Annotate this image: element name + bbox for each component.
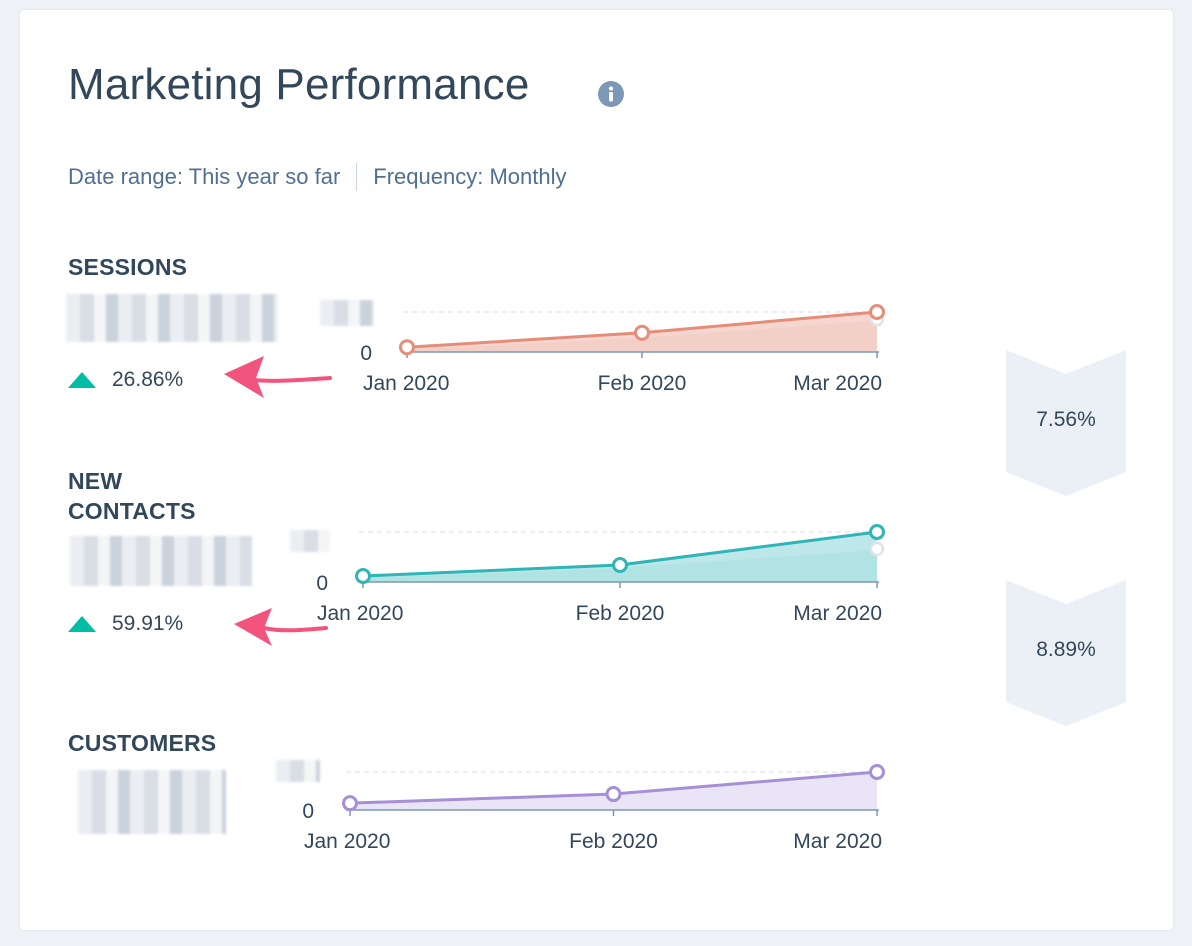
customers-data-point (342, 795, 358, 812)
new-contacts-series-area (363, 532, 877, 582)
customers-y-tick-label: 0 (302, 800, 314, 823)
new-contacts-x-tick-label: Jan 2020 (317, 602, 403, 625)
sessions-change-value: 26.86% (112, 368, 184, 391)
sessions-data-point (634, 324, 650, 341)
customers-x-tick-label: Mar 2020 (793, 830, 882, 853)
sessions-to-contacts-conversion: 7.56% (1006, 350, 1126, 496)
conversion-rate-value: 7.56% (1036, 408, 1096, 431)
new-contacts-secondary-point (869, 541, 885, 557)
sessions-change: 26.86% (68, 368, 183, 392)
date-range-filter[interactable]: Date range: This year so far (68, 164, 341, 189)
triangle-up-icon (68, 616, 96, 632)
triangle-up-icon (68, 372, 96, 388)
arrow-left-icon (234, 608, 328, 646)
new-contacts-data-point (869, 524, 885, 540)
sessions-value-redacted (66, 294, 278, 342)
new-contacts-x-tick-label: Mar 2020 (793, 602, 882, 625)
new-contacts-x-tick-label: Feb 2020 (576, 602, 665, 625)
customers-series-area (350, 772, 877, 810)
new-contacts-chart: 0 Jan 2020 Feb 2020 Mar 2020 (316, 524, 885, 625)
sessions-x-tick-label: Jan 2020 (363, 372, 449, 395)
new-contacts-change-value: 59.91% (112, 612, 184, 635)
customers-data-point (605, 786, 622, 803)
new-contacts-label-line: NEW (68, 468, 123, 494)
report-filters: Date range: This year so far Frequency: … (68, 162, 567, 192)
sessions-data-point (399, 339, 415, 356)
filter-divider (356, 163, 358, 191)
customers-value-redacted (78, 770, 226, 834)
sessions-label: SESSIONS (68, 254, 188, 280)
customers-x-tick-label: Feb 2020 (569, 830, 658, 853)
customers-label: CUSTOMERS (68, 730, 217, 756)
page-title: Marketing Performance (68, 60, 530, 109)
new-contacts-value-redacted (70, 536, 252, 586)
new-contacts-label-line: CONTACTS (68, 498, 196, 524)
customers-data-point (869, 764, 885, 780)
new-contacts-data-point (612, 557, 628, 573)
conversion-rate-value: 8.89% (1036, 638, 1096, 661)
sessions-x-tick-label: Mar 2020 (793, 372, 882, 395)
conversion-chevron-shape (1006, 350, 1126, 496)
customers-chart: 0 Jan 2020 Feb 2020 Mar 2020 (302, 764, 885, 853)
customers-axis-max-redacted (276, 760, 320, 782)
contacts-to-customers-conversion: 8.89% (1006, 580, 1126, 726)
customers-x-tick-label: Jan 2020 (304, 830, 390, 853)
frequency-filter[interactable]: Frequency: Monthly (373, 164, 567, 189)
sessions-series-area (407, 312, 877, 352)
arrow-left-icon (224, 356, 332, 398)
sessions-y-tick-label: 0 (360, 342, 372, 365)
new-contacts-change: 59.91% (68, 612, 183, 636)
sessions-axis-max-redacted (320, 300, 374, 326)
sessions-x-tick-label: Feb 2020 (598, 372, 687, 395)
new-contacts-y-tick-label: 0 (316, 572, 328, 595)
new-contacts-label: NEW CONTACTS (68, 466, 196, 526)
new-contacts-axis-max-redacted (290, 530, 330, 552)
conversion-chevron-shape (1006, 580, 1126, 726)
sessions-chart: 0 Jan 2020 Feb 2020 Mar 2020 (360, 304, 885, 395)
new-contacts-data-point (355, 568, 371, 584)
sessions-data-point (869, 304, 885, 320)
info-icon[interactable] (598, 81, 624, 107)
